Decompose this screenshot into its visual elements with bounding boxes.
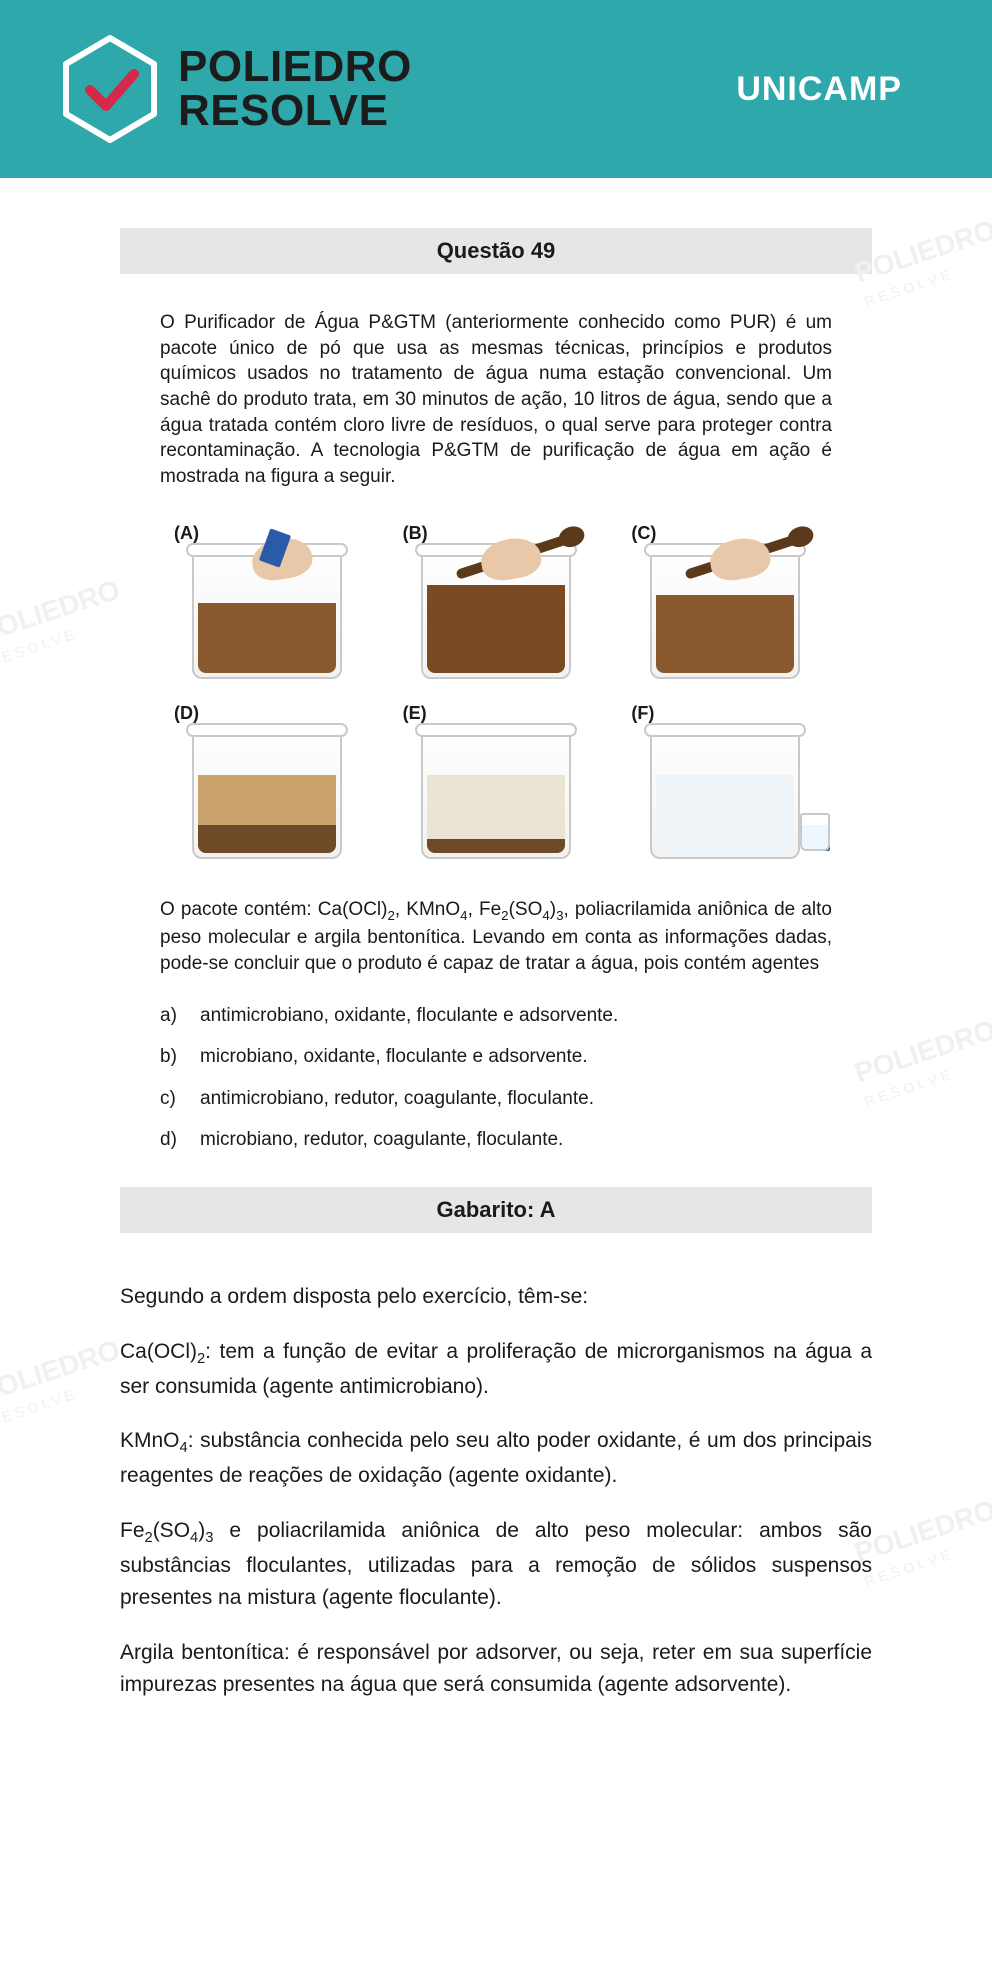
bucket-icon (192, 729, 342, 859)
watermark: POLIEDRORESOLVE (852, 1497, 992, 1590)
answer-key-bar: Gabarito: A (120, 1187, 872, 1233)
explanation-section: Segundo a ordem disposta pelo exercício,… (120, 1281, 872, 1702)
explanation-item: Fe2(SO4)3 e poliacrilamida aniônica de a… (120, 1515, 872, 1615)
option-item: c) antimicrobiano, redutor, coagulante, f… (160, 1086, 832, 1112)
bucket-cell: (A) (160, 517, 375, 687)
question-body: O Purificador de Água P&GTM (anteriormen… (120, 310, 872, 1153)
explanation-lead: Segundo a ordem disposta pelo exercício,… (120, 1281, 872, 1314)
option-letter: a) (160, 1003, 186, 1029)
bucket-cell: (E) (389, 697, 604, 867)
option-item: b) microbiano, oxidante, floculante e ads… (160, 1044, 832, 1070)
header-banner: POLIEDRO RESOLVE UNICAMP (0, 0, 992, 178)
question-intro: O Purificador de Água P&GTM (anteriormen… (160, 310, 832, 489)
explanation-item: Argila bentonítica: é responsável por ad… (120, 1637, 872, 1702)
bucket-icon (421, 549, 571, 679)
brand-left: POLIEDRO RESOLVE (60, 34, 412, 144)
watermark: POLIEDRORESOLVE (852, 1017, 992, 1110)
option-text: antimicrobiano, oxidante, floculante e a… (200, 1003, 618, 1029)
option-item: d) microbiano, redutor, coagulante, flocu… (160, 1127, 832, 1153)
question-post-text: O pacote contém: Ca(OCl)2, KMnO4, Fe2(SO… (160, 897, 832, 976)
hexagon-check-logo (60, 34, 160, 144)
bucket-cell: (F) (617, 697, 832, 867)
watermark: POLIEDRORESOLVE (852, 217, 992, 310)
option-item: a) antimicrobiano, oxidante, floculante e… (160, 1003, 832, 1029)
bucket-cell: (D) (160, 697, 375, 867)
option-letter: b) (160, 1044, 186, 1070)
question-title-bar: Questão 49 (120, 228, 872, 274)
bucket-label: (B) (403, 523, 428, 544)
bucket-icon (421, 729, 571, 859)
buckets-figure: (A) (B) (C) (D) (E) (F) (160, 517, 832, 867)
option-letter: c) (160, 1086, 186, 1112)
bucket-label: (E) (403, 703, 427, 724)
bucket-label: (C) (631, 523, 656, 544)
bucket-label: (A) (174, 523, 199, 544)
options-list: a) antimicrobiano, oxidante, floculante e… (160, 1003, 832, 1154)
option-letter: d) (160, 1127, 186, 1153)
watermark: POLIEDRORESOLVE (0, 1337, 130, 1430)
page-body: POLIEDRORESOLVE POLIEDRORESOLVE POLIEDRO… (0, 178, 992, 1804)
bucket-icon (650, 729, 800, 859)
explanation-item: Ca(OCl)2: tem a função de evitar a proli… (120, 1336, 872, 1404)
university-label: UNICAMP (736, 70, 902, 109)
watermark: POLIEDRORESOLVE (0, 577, 130, 670)
brand-text: POLIEDRO RESOLVE (178, 45, 412, 133)
bucket-icon (650, 549, 800, 679)
option-text: microbiano, redutor, coagulante, flocula… (200, 1127, 563, 1153)
explanation-item: KMnO4: substância conhecida pelo seu alt… (120, 1425, 872, 1493)
bucket-cell: (C) (617, 517, 832, 687)
checkmark-icon (90, 74, 134, 106)
brand-line1: POLIEDRO (178, 45, 412, 89)
cup-icon (800, 813, 830, 851)
hexagon-outline-icon (66, 38, 154, 140)
bucket-label: (D) (174, 703, 199, 724)
option-text: microbiano, oxidante, floculante e adsor… (200, 1044, 588, 1070)
brand-line2: RESOLVE (178, 89, 412, 133)
bucket-cell: (B) (389, 517, 604, 687)
option-text: antimicrobiano, redutor, coagulante, flo… (200, 1086, 594, 1112)
bucket-icon (192, 549, 342, 679)
bucket-label: (F) (631, 703, 654, 724)
